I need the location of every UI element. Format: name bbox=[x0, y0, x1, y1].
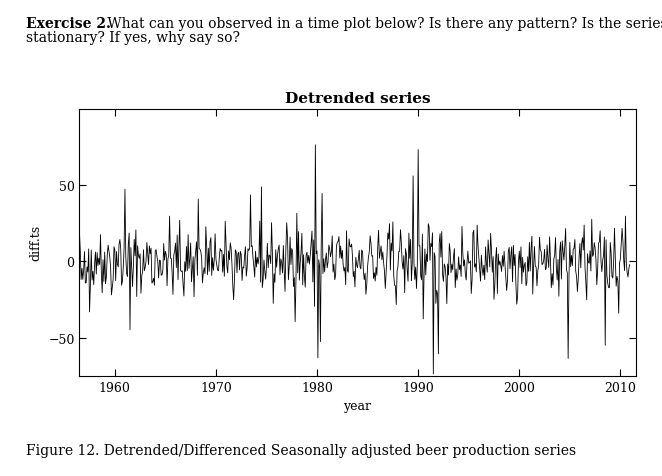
Title: Detrended series: Detrended series bbox=[285, 91, 430, 106]
Text: What can you observed in a time plot below? Is there any pattern? Is the series: What can you observed in a time plot bel… bbox=[103, 17, 662, 30]
Text: Figure 12. Detrended/Differenced Seasonally adjusted beer production series: Figure 12. Detrended/Differenced Seasona… bbox=[26, 443, 577, 457]
Y-axis label: diff.ts: diff.ts bbox=[30, 225, 42, 261]
Text: stationary? If yes, why say so?: stationary? If yes, why say so? bbox=[26, 31, 240, 45]
X-axis label: year: year bbox=[344, 399, 371, 412]
Text: Exercise 2.: Exercise 2. bbox=[26, 17, 111, 30]
